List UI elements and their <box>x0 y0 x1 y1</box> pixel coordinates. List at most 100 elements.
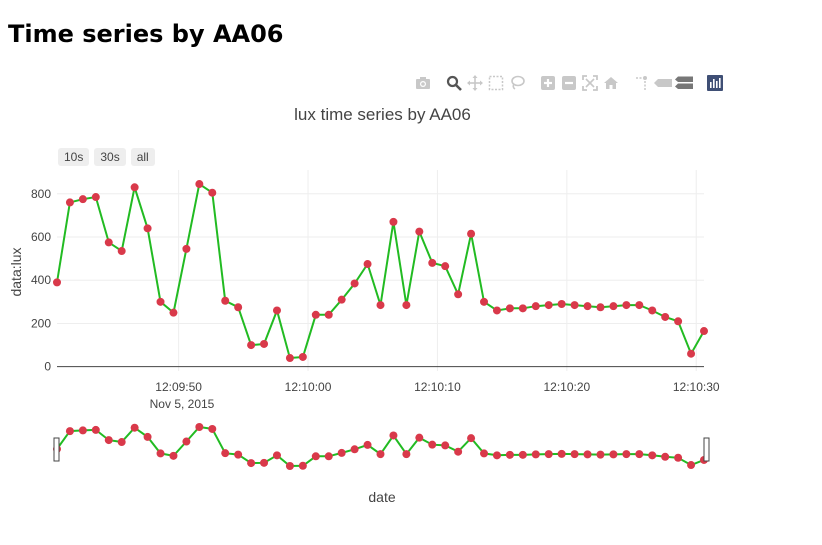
reset-axes-icon[interactable] <box>600 73 621 93</box>
y-axis-ticks: 0 200 400 600 800 <box>31 187 51 374</box>
data-point[interactable] <box>324 310 333 319</box>
data-point[interactable] <box>518 304 527 313</box>
rangeslider-point <box>272 451 281 460</box>
data-point[interactable] <box>661 312 670 321</box>
data-point[interactable] <box>91 193 100 202</box>
data-point[interactable] <box>505 304 514 313</box>
rangeslider-point <box>674 453 683 462</box>
rangeslider-point <box>260 458 269 467</box>
rangeslider[interactable] <box>53 423 710 470</box>
data-point[interactable] <box>363 260 372 269</box>
box-select-icon[interactable] <box>485 73 506 93</box>
data-point[interactable] <box>622 301 631 310</box>
data-point[interactable] <box>65 198 74 207</box>
data-point[interactable] <box>415 227 424 236</box>
data-point[interactable] <box>311 310 320 319</box>
data-point[interactable] <box>596 303 605 312</box>
data-point[interactable] <box>104 238 113 247</box>
range-button-10s[interactable]: 10s <box>58 148 90 166</box>
y-tick-label: 800 <box>31 187 51 201</box>
data-point[interactable] <box>208 188 217 197</box>
rangeslider-point <box>221 449 230 458</box>
y-tick-label: 0 <box>44 360 51 374</box>
data-point[interactable] <box>53 278 61 287</box>
pan-icon[interactable] <box>464 73 485 93</box>
data-point[interactable] <box>674 317 683 326</box>
plotly-logo-icon[interactable] <box>704 73 725 93</box>
data-point[interactable] <box>480 297 489 306</box>
data-point[interactable] <box>467 229 476 238</box>
rangeslider-point <box>609 450 618 459</box>
data-point[interactable] <box>169 308 178 317</box>
y-tick-label: 400 <box>31 273 51 287</box>
data-point[interactable] <box>648 306 657 315</box>
data-point[interactable] <box>389 217 398 226</box>
data-point[interactable] <box>402 301 411 310</box>
x-axis-title: date <box>368 489 395 505</box>
zoom-in-icon[interactable] <box>537 73 558 93</box>
modebar <box>412 73 725 93</box>
data-point[interactable] <box>557 300 566 308</box>
spike-lines-icon[interactable] <box>631 73 652 93</box>
data-point[interactable] <box>570 301 579 310</box>
hover-closest-icon[interactable] <box>652 73 673 93</box>
rangeslider-point <box>648 451 657 460</box>
data-point[interactable] <box>687 349 696 358</box>
data-point[interactable] <box>350 279 359 288</box>
data-point[interactable] <box>78 195 87 204</box>
lasso-icon[interactable] <box>506 73 527 93</box>
rangeslider-point <box>518 450 527 459</box>
zoom-icon[interactable] <box>443 73 464 93</box>
data-point[interactable] <box>531 302 540 311</box>
range-selector: 10s 30s all <box>58 148 155 166</box>
rangeslider-point <box>208 424 217 433</box>
data-point[interactable] <box>247 341 256 350</box>
rangeslider-point <box>402 450 411 459</box>
x-tick-label: 12:09:50 <box>155 380 202 394</box>
data-point[interactable] <box>143 224 152 233</box>
rangeslider-point <box>635 450 644 459</box>
data-point[interactable] <box>298 352 307 361</box>
rangeslider-point <box>130 423 139 432</box>
x-tick-label: 12:10:30 <box>673 380 720 394</box>
data-point[interactable] <box>700 327 708 336</box>
rangeslider-point <box>182 437 191 446</box>
rangeslider-point <box>570 450 579 459</box>
data-point[interactable] <box>428 258 437 267</box>
hover-compare-icon[interactable] <box>673 73 694 93</box>
rangeslider-point <box>285 462 294 470</box>
range-button-all[interactable]: all <box>130 148 155 166</box>
data-point[interactable] <box>609 302 618 311</box>
data-point[interactable] <box>583 302 592 311</box>
data-point[interactable] <box>376 301 385 310</box>
data-point[interactable] <box>272 306 281 315</box>
data-point[interactable] <box>441 262 450 271</box>
data-point[interactable] <box>221 296 230 305</box>
range-button-30s[interactable]: 30s <box>94 148 126 166</box>
data-point[interactable] <box>260 339 269 348</box>
data-point[interactable] <box>635 301 644 310</box>
rangeslider-handle-left[interactable] <box>53 437 60 462</box>
rangeslider-point <box>415 433 424 442</box>
data-point[interactable] <box>130 183 139 192</box>
rangeslider-point <box>65 427 74 436</box>
data-point[interactable] <box>234 303 243 312</box>
data-point[interactable] <box>117 247 126 256</box>
x-tick-label: 12:10:00 <box>285 380 332 394</box>
rangeslider-handle-right[interactable] <box>703 437 710 462</box>
rangeslider-point <box>687 461 696 470</box>
data-point[interactable] <box>544 301 553 310</box>
data-point[interactable] <box>195 180 204 189</box>
data-point[interactable] <box>337 295 346 304</box>
x-axis-ticks: 12:09:50 12:10:00 12:10:10 12:10:20 12:10:30 <box>155 380 720 394</box>
data-point[interactable] <box>454 290 463 299</box>
autoscale-icon[interactable] <box>579 73 600 93</box>
data-point[interactable] <box>492 306 501 315</box>
data-point[interactable] <box>156 297 165 306</box>
rangeslider-point <box>311 452 320 461</box>
data-point[interactable] <box>285 354 294 363</box>
camera-icon[interactable] <box>412 73 433 93</box>
data-point[interactable] <box>182 244 191 253</box>
zoom-out-icon[interactable] <box>558 73 579 93</box>
